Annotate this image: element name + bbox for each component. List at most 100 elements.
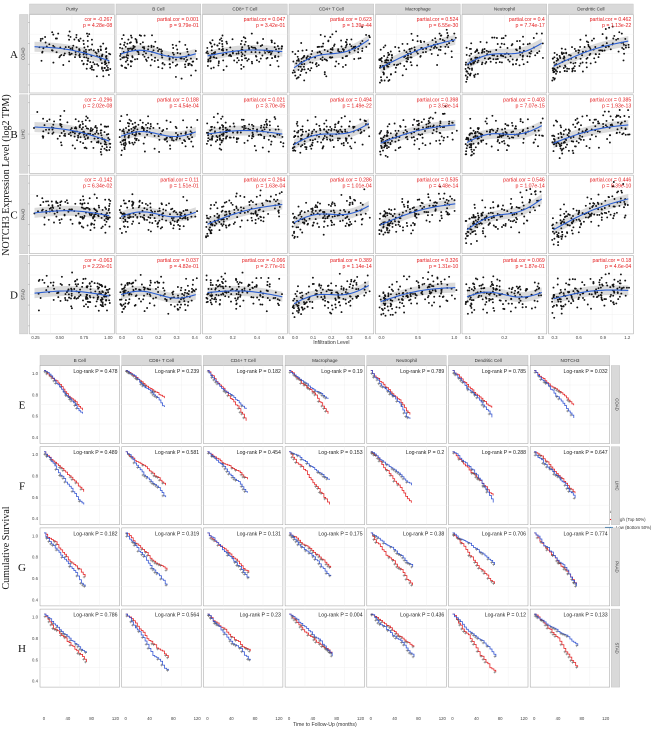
scatter-point [619,279,622,282]
scatter-point [260,276,263,279]
scatter-point [316,295,319,298]
scatter-point [519,191,522,194]
scatter-point [269,200,272,203]
scatter-point [147,56,150,59]
scatter-point [97,204,100,207]
scatter-point [96,298,99,301]
survival-x-tick-label: 40 [229,716,234,721]
scatter-point [297,50,300,53]
scatter-point [498,299,501,302]
scatter-point [93,208,96,211]
scatter-point [480,63,483,66]
scatter-point [560,312,563,315]
scatter-point [149,281,152,284]
scatter-point [511,286,514,289]
scatter-point [316,46,319,48]
scatter-point [326,138,329,141]
scatter-point [108,225,111,228]
scatter-point [485,117,488,120]
scatter-point [148,293,151,296]
scatter-point [139,273,142,276]
scatter-point [210,49,213,52]
scatter-point [518,301,521,304]
scatter-point [512,63,514,66]
survival-panel-1: Log-rank P = 0.239 [121,365,202,444]
scatter-point [107,291,110,294]
scatter-point [393,212,396,215]
scatter-row-strip [19,255,29,335]
scatter-point [622,43,625,46]
legend-entry-label: Low (Bottom 50%) [616,525,652,530]
scatter-point [161,130,164,133]
scatter-point [259,45,262,47]
scatter-point [119,58,122,61]
scatter-point [564,128,567,131]
scatter-point [553,135,556,138]
scatter-point [409,61,412,64]
scatter-point [560,307,563,310]
scatter-point [277,65,280,68]
survival-y-axis-label: Cumulative Survival [1,506,12,589]
scatter-point [211,45,213,48]
scatter-point [236,216,239,219]
scatter-point [603,49,606,52]
scatter-point [92,61,95,64]
scatter-point [428,292,431,295]
scatter-point [386,229,388,231]
scatter-point [477,296,480,299]
scatter-point [440,292,442,295]
scatter-point [573,47,576,50]
scatter-point [450,56,453,59]
scatter-point [240,51,243,54]
scatter-point [235,141,238,143]
scatter-point [222,132,225,135]
scatter-point [225,65,228,68]
scatter-point [105,64,108,67]
scatter-point [321,45,324,48]
scatter-point [560,142,563,145]
scatter-point [149,64,152,67]
scatter-point [330,304,333,307]
scatter-point [240,118,243,121]
scatter-point [156,225,159,228]
scatter-point [124,66,127,69]
scatter-pvalue-label: p = 4.82e-01 [170,264,199,270]
scatter-point [143,55,146,58]
scatter-point [465,46,468,49]
scatter-point [432,280,435,283]
scatter-point [618,131,621,134]
scatter-point [157,210,159,213]
scatter-point [209,232,212,235]
scatter-point [296,290,299,293]
scatter-point [275,48,277,51]
scatter-point [86,35,89,38]
scatter-y-axis-label: NOTCH3 Expression Level (log2 TPM) [1,94,12,255]
scatter-point [225,200,228,203]
scatter-point [360,131,363,134]
scatter-point [448,122,450,125]
survival-x-tick-label: 40 [392,716,397,721]
scatter-point [602,114,605,117]
scatter-point [415,216,418,219]
scatter-point [268,128,271,131]
survival-x-tick-label: 80 [334,716,339,721]
scatter-point [562,52,565,55]
scatter-point [468,286,471,289]
scatter-x-tick-label: 0.1 [465,335,472,340]
scatter-point [496,136,499,139]
scatter-point [566,232,569,234]
scatter-point [178,225,181,227]
scatter-point [598,130,601,133]
scatter-point [235,52,238,55]
scatter-point [337,48,340,51]
scatter-point [213,126,216,129]
scatter-point [221,54,224,57]
scatter-point [189,211,192,214]
scatter-point [402,305,405,308]
scatter-point [383,210,386,213]
scatter-point [64,46,67,49]
scatter-point [84,119,87,122]
